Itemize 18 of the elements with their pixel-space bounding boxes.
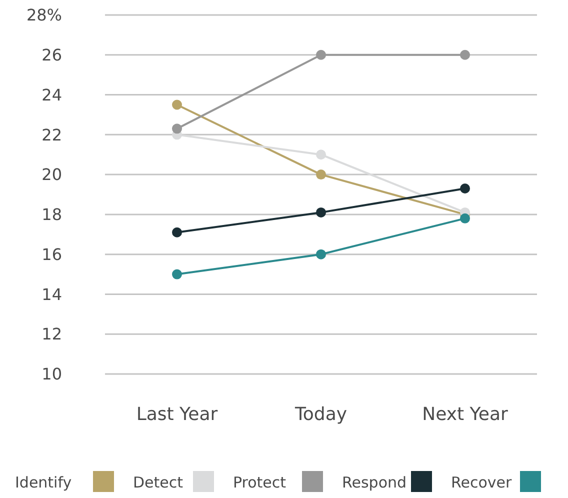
y-tick-label: 18 — [42, 205, 62, 224]
y-tick-label: 28% — [26, 6, 62, 25]
legend-label: Respond — [342, 473, 407, 492]
y-tick-label: 10 — [42, 364, 62, 384]
y-tick-label: 22 — [42, 125, 62, 144]
y-tick-label: 20 — [42, 165, 62, 184]
x-tick-label: Last Year — [136, 404, 218, 425]
legend-label: Detect — [133, 473, 184, 492]
y-tick-label: 26 — [42, 45, 62, 64]
y-tick-label: 24 — [42, 85, 62, 104]
y-tick-label: 14 — [42, 284, 62, 304]
y-tick-label: 16 — [42, 244, 62, 264]
y-tick-label: 12 — [42, 324, 62, 344]
x-tick-label: Next Year — [422, 404, 508, 425]
legend-label: Identify — [15, 473, 72, 492]
legend-label: Protect — [233, 473, 286, 492]
x-tick-label: Today — [294, 404, 348, 425]
legend-label: Recover — [451, 473, 513, 492]
